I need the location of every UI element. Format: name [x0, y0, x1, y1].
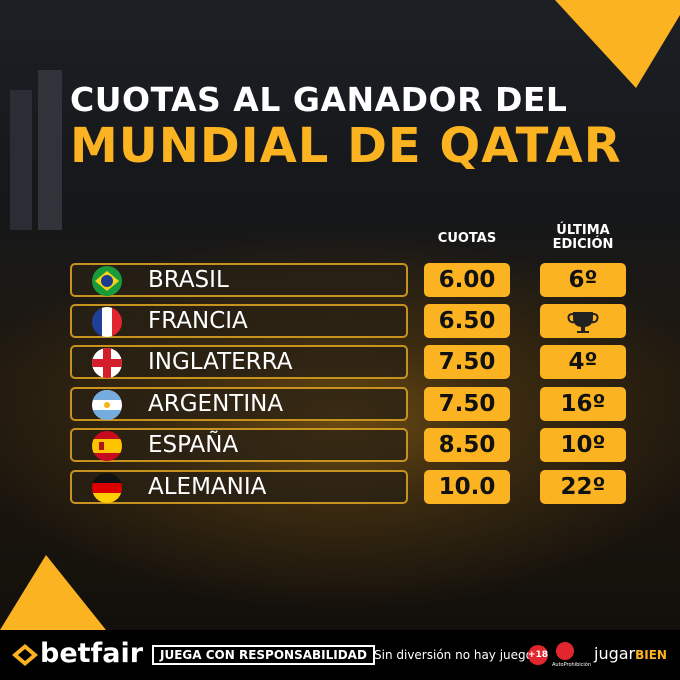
- brand: betfair: [40, 638, 144, 669]
- country: ESPAÑA: [148, 432, 239, 458]
- slogan: Sin diversión no hay juego: [374, 648, 534, 662]
- country-row: ARGENTINA: [70, 387, 408, 421]
- last-edition: 16º: [540, 387, 626, 421]
- country: ARGENTINA: [148, 391, 284, 417]
- bien: BIEN: [635, 648, 667, 662]
- age-badge: +18: [528, 645, 548, 665]
- last-edition: [540, 304, 626, 338]
- title-line2: MUNDIAL DE QATAR: [70, 118, 622, 174]
- odds: 7.50: [424, 387, 510, 421]
- odds: 6.00: [424, 263, 510, 297]
- country-row: FRANCIA: [70, 304, 408, 338]
- responsible: JUEGA CON RESPONSABILIDAD: [152, 645, 375, 665]
- col-header: ÚLTIMA EDICIÓN: [552, 223, 614, 252]
- last-edition: 6º: [540, 263, 626, 297]
- country-row: ALEMANIA: [70, 470, 408, 504]
- trophy-icon: [567, 312, 599, 333]
- jugar-logo: jugarBIEN: [594, 644, 667, 663]
- self-ban: AutoProhibición: [552, 662, 592, 668]
- country-row: INGLATERRA: [70, 345, 408, 379]
- odds: 6.50: [424, 304, 510, 338]
- odds: 8.50: [424, 428, 510, 462]
- odds: 10.0: [424, 470, 510, 504]
- title-line1: CUOTAS AL GANADOR DEL: [70, 80, 568, 119]
- country: BRASIL: [148, 267, 229, 293]
- country-row: BRASIL: [70, 263, 408, 297]
- self-ban-icon: [556, 642, 574, 660]
- country-row: ESPAÑA: [70, 428, 408, 462]
- jugar: jugar: [594, 644, 636, 663]
- country: INGLATERRA: [148, 349, 293, 375]
- col-header: CUOTAS: [437, 231, 497, 246]
- last-edition: 10º: [540, 428, 626, 462]
- brand-icon: [12, 644, 38, 666]
- country: ALEMANIA: [148, 474, 267, 500]
- last-edition: 4º: [540, 345, 626, 379]
- country: FRANCIA: [148, 308, 248, 334]
- odds: 7.50: [424, 345, 510, 379]
- last-edition: 22º: [540, 470, 626, 504]
- footer: betfair JUEGA CON RESPONSABILIDAD Sin di…: [0, 630, 680, 680]
